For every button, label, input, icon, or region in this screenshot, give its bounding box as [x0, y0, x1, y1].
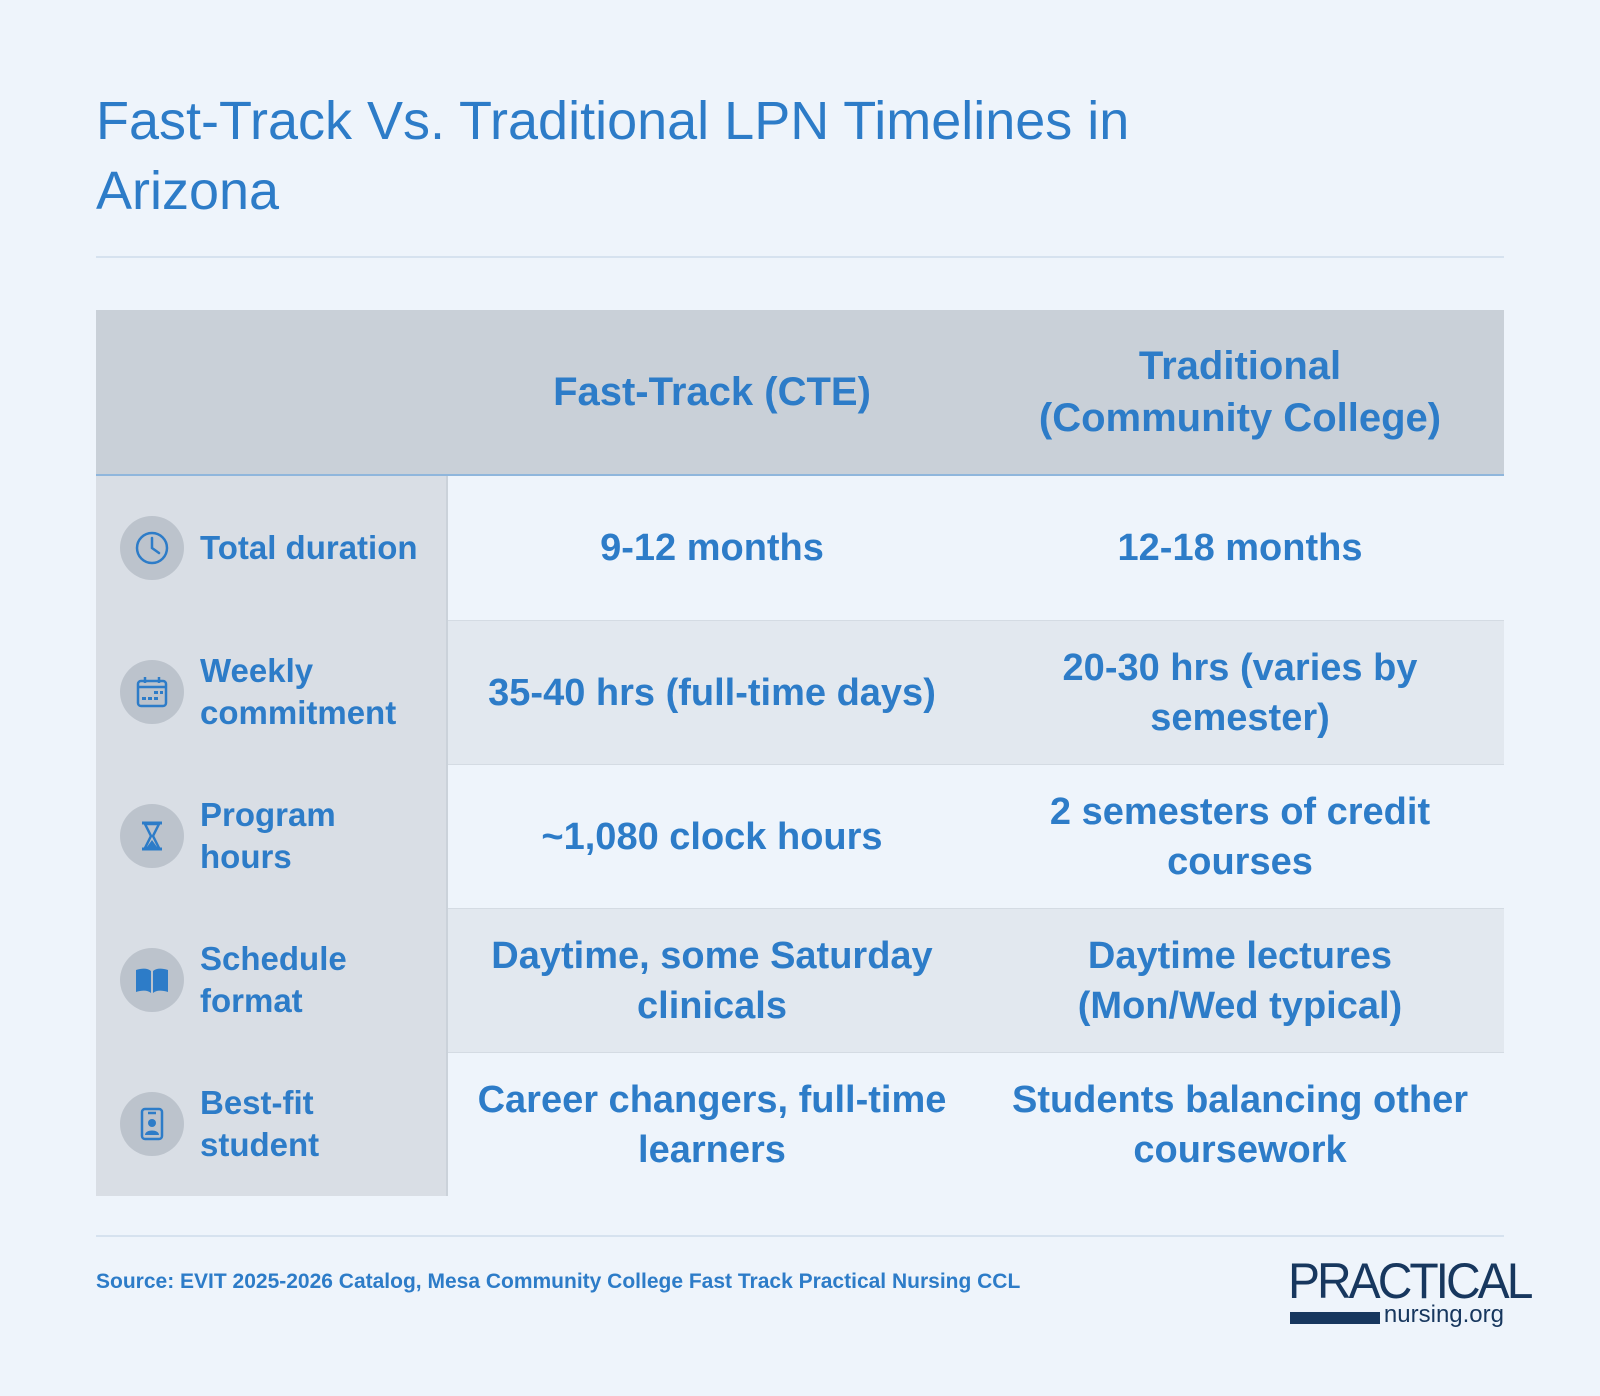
practical-nursing-logo[interactable]: PRACTICAL nursing.org: [1288, 1253, 1533, 1330]
row-label: Best-fit student: [96, 1052, 448, 1196]
traditional-cell: 2 semesters of credit courses: [976, 764, 1504, 908]
row-label-text: Total duration: [200, 529, 418, 566]
row-label: Weekly commitment: [96, 620, 448, 764]
row-label-text: Best-fit student: [200, 1084, 320, 1163]
id-badge-icon: [120, 1092, 184, 1156]
title-divider: [96, 256, 1504, 258]
logo-bar: [1290, 1312, 1380, 1324]
fast-track-cell: Career changers, full-time learners: [448, 1052, 976, 1196]
header-traditional: Traditional (Community College): [1038, 344, 1442, 440]
table-row: Total duration 9-12 months 12-18 months: [96, 476, 1504, 620]
fast-track-cell: 35-40 hrs (full-time days): [448, 620, 976, 764]
fast-track-cell: Daytime, some Saturday clinicals: [448, 908, 976, 1052]
footer-divider: [96, 1235, 1504, 1237]
hourglass-icon: [120, 804, 184, 868]
page-title: Fast-Track Vs. Traditional LPN Timelines…: [96, 91, 1130, 221]
source-note: Source: EVIT 2025-2026 Catalog, Mesa Com…: [96, 1270, 1021, 1293]
logo-wordmark: PRACTICAL: [1288, 1253, 1533, 1310]
fast-track-cell: 9-12 months: [448, 476, 976, 620]
header-fast-track: Fast-Track (CTE): [553, 370, 871, 414]
row-label: Program hours: [96, 764, 448, 908]
traditional-cell: 20-30 hrs (varies by semester): [976, 620, 1504, 764]
row-label: Total duration: [96, 476, 448, 620]
table-row: Best-fit student Career changers, full-t…: [96, 1052, 1504, 1196]
row-label: Schedule format: [96, 908, 448, 1052]
header-empty-cell: [96, 310, 448, 474]
book-icon: [120, 948, 184, 1012]
traditional-cell: Daytime lectures (Mon/Wed typical): [976, 908, 1504, 1052]
table-header: Fast-Track (CTE) Traditional (Community …: [96, 310, 1504, 476]
row-label-text: Program hours: [200, 796, 336, 875]
table-row: Schedule format Daytime, some Saturday c…: [96, 908, 1504, 1052]
clock-icon: [120, 516, 184, 580]
fast-track-cell: ~1,080 clock hours: [448, 764, 976, 908]
logo-domain: nursing.org: [1383, 1301, 1504, 1328]
traditional-cell: 12-18 months: [976, 476, 1504, 620]
calendar-icon: [120, 660, 184, 724]
row-label-text: Schedule format: [200, 940, 347, 1019]
traditional-cell: Students balancing other coursework: [976, 1052, 1504, 1196]
row-label-text: Weekly commitment: [200, 652, 397, 731]
table-row: Weekly commitment 35-40 hrs (full-time d…: [96, 620, 1504, 764]
comparison-table: Fast-Track (CTE) Traditional (Community …: [96, 310, 1504, 1196]
table-row: Program hours ~1,080 clock hours 2 semes…: [96, 764, 1504, 908]
